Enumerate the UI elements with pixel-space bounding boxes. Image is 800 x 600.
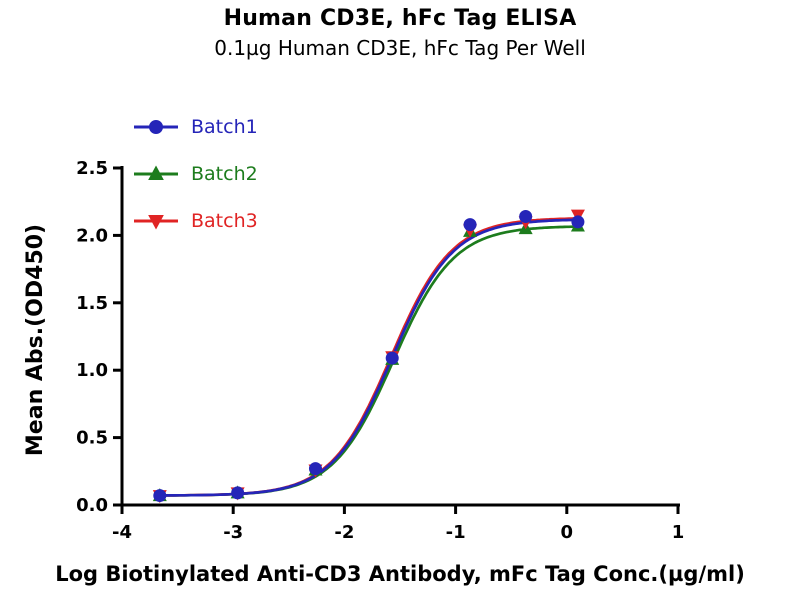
batch1-circle-marker-icon	[134, 120, 178, 134]
svg-text:2.5: 2.5	[76, 158, 108, 179]
x-axis-label: Log Biotinylated Anti-CD3 Antibody, mFc …	[55, 562, 745, 586]
svg-text:1.5: 1.5	[76, 293, 108, 314]
svg-text:0.5: 0.5	[76, 428, 108, 449]
batch2-triangle-up-marker-icon	[134, 165, 178, 180]
svg-text:1: 1	[672, 522, 685, 543]
legend-label-batch1: Batch1	[191, 116, 258, 138]
chart-title: Human CD3E, hFc Tag ELISA	[223, 6, 577, 31]
svg-text:-3: -3	[223, 522, 243, 543]
svg-text:0: 0	[561, 522, 574, 543]
legend-label-batch3: Batch3	[191, 210, 258, 232]
legend: Batch1 Batch2 Batch3	[134, 116, 258, 257]
legend-item-batch3: Batch3	[134, 210, 258, 232]
batch3-triangle-down-marker-icon	[134, 215, 178, 230]
svg-text:-2: -2	[334, 522, 354, 543]
svg-text:1.0: 1.0	[76, 360, 108, 381]
legend-item-batch1: Batch1	[134, 116, 258, 138]
y-axis-label: Mean Abs.(OD450)	[23, 224, 48, 456]
legend-item-batch2: Batch2	[134, 163, 258, 185]
chart-subtitle: 0.1µg Human CD3E, hFc Tag Per Well	[214, 36, 586, 60]
svg-text:-1: -1	[446, 522, 466, 543]
svg-text:2.0: 2.0	[76, 225, 108, 246]
svg-text:0.0: 0.0	[76, 495, 108, 516]
svg-text:-4: -4	[112, 522, 132, 543]
legend-label-batch2: Batch2	[191, 163, 258, 185]
